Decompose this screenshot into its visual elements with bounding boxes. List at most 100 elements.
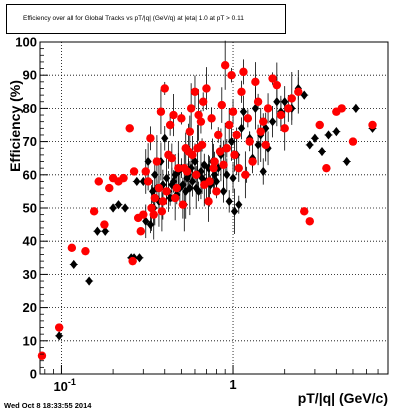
data-point-red (154, 183, 164, 193)
y-tick-label: 30 (23, 267, 37, 282)
y-tick-label: 50 (23, 201, 37, 216)
data-point-red (191, 170, 201, 179)
data-point-black (229, 173, 237, 183)
data-point-black (251, 103, 259, 113)
data-point-black (273, 97, 281, 107)
data-point-black (268, 117, 277, 127)
data-point-red (136, 227, 145, 236)
data-point-red (205, 177, 214, 186)
data-point-red (225, 120, 234, 130)
data-point-black (227, 137, 236, 147)
data-point-red (197, 140, 207, 150)
data-point-red (234, 163, 243, 173)
data-point-black (195, 186, 203, 196)
data-point-black (230, 206, 239, 216)
data-point-red (253, 97, 263, 106)
data-point-red (348, 137, 358, 146)
data-point-black (121, 203, 129, 213)
y-tick-label: 60 (23, 167, 37, 182)
data-point-red (67, 243, 77, 253)
data-point-red (81, 246, 90, 256)
data-point-red (129, 167, 139, 176)
y-axis-title: Efficiency (%) (7, 80, 23, 172)
data-point-red (263, 104, 273, 113)
x-axis-title: pT/|q| (GeV/c) (298, 390, 388, 406)
data-point-red (94, 177, 103, 186)
data-point-red (185, 127, 195, 136)
y-tick-label: 90 (23, 68, 37, 83)
data-point-black (318, 146, 326, 157)
data-point-red (150, 193, 159, 203)
data-point-black (70, 259, 78, 270)
data-point-red (228, 107, 238, 116)
data-point-red (157, 207, 167, 216)
data-point-red (315, 120, 324, 130)
data-point-red (190, 87, 200, 97)
data-point-red (261, 140, 270, 150)
x-tick-label: 10-1 (53, 377, 75, 394)
data-point-red (125, 124, 134, 133)
data-point-black (151, 170, 159, 180)
data-point-black (239, 107, 248, 117)
data-point-red (146, 134, 155, 143)
data-point-red (105, 183, 114, 193)
data-point-black (352, 103, 360, 113)
data-point-red (305, 217, 314, 226)
data-point-red (245, 137, 254, 146)
data-point-red (37, 351, 47, 360)
data-point-red (215, 147, 225, 156)
data-point-red (222, 144, 232, 153)
data-point-black (306, 140, 314, 150)
data-point-black (179, 180, 187, 190)
data-point-red (217, 100, 226, 110)
data-point-red (268, 74, 277, 83)
data-point-red (272, 80, 282, 90)
data-point-red (147, 203, 156, 213)
data-point-black (219, 186, 228, 196)
data-point-red (174, 163, 183, 173)
data-point-red (119, 173, 128, 183)
data-point-black (133, 176, 141, 187)
data-point-red (209, 163, 218, 173)
data-point-red (227, 71, 236, 80)
data-markers (37, 61, 377, 360)
data-point-red (143, 177, 153, 186)
grid-lines (40, 42, 388, 374)
y-tick-label: 10 (23, 333, 37, 348)
data-point-black (235, 200, 243, 210)
data-point-red (152, 157, 162, 166)
data-point-red (54, 323, 64, 332)
data-point-black (161, 133, 169, 143)
data-point-black (188, 176, 197, 187)
data-point-black (223, 170, 231, 180)
data-point-red (167, 154, 177, 163)
data-point-black (85, 276, 93, 286)
data-point-black (281, 97, 289, 107)
data-point-red (202, 84, 211, 93)
data-point-red (186, 104, 196, 113)
data-point-red (337, 104, 346, 113)
data-point-black (212, 176, 221, 187)
data-point-black (146, 220, 155, 230)
data-point-black (324, 130, 333, 140)
data-point-red (207, 114, 216, 123)
data-point-black (311, 133, 319, 143)
data-point-red (89, 207, 99, 216)
data-point-red (220, 61, 230, 70)
data-point-red (196, 117, 206, 126)
data-point-black (300, 90, 308, 100)
data-point-red (259, 117, 268, 126)
data-point-red (160, 84, 169, 93)
data-point-red (188, 150, 197, 160)
data-point-red (256, 127, 265, 136)
data-point-red (162, 187, 171, 196)
data-point-red (100, 220, 109, 229)
data-point-red (239, 67, 248, 77)
data-point-black (162, 173, 171, 183)
data-point-red (214, 130, 223, 140)
timestamp-footer: Wed Oct 8 18:33:55 2014 (4, 401, 92, 410)
data-point-red (230, 150, 239, 160)
data-point-red (248, 157, 257, 166)
y-tick-label: 100 (15, 35, 37, 50)
